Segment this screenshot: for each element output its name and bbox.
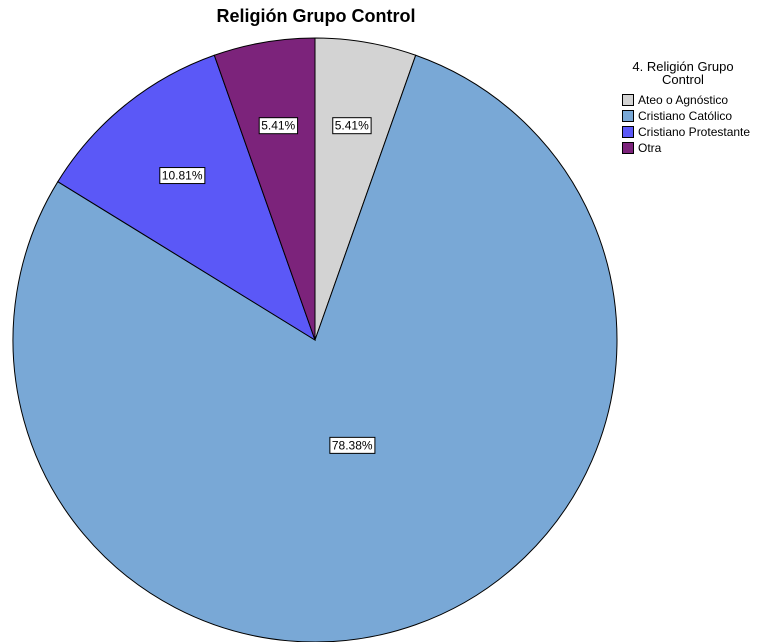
pie-data-labels: 5.41% 78.38% 10.81% 5.41%	[159, 117, 376, 454]
svg-text:10.81%: 10.81%	[162, 169, 203, 183]
data-label-otra: 5.41%	[258, 117, 299, 135]
pie-slice-cristiano-catolico	[12, 54, 618, 642]
legend-label: Cristiano Protestante	[638, 125, 751, 139]
legend-label: Cristiano Católico	[638, 109, 733, 123]
legend-title: 4. Religión Grupo Control	[632, 59, 734, 87]
pie-slice-cristiano-protestante	[57, 54, 316, 342]
pie-slices	[12, 37, 618, 642]
legend-item-cristiano-protestante: Cristiano Protestante	[622, 124, 772, 140]
chart-title: Religión Grupo Control	[216, 6, 416, 26]
data-label-cristiano-catolico: 78.38%	[329, 436, 376, 454]
data-label-cristiano-protestante: 10.81%	[159, 167, 206, 185]
legend-swatch	[622, 126, 634, 138]
data-label-ateo-o-agnostico: 5.41%	[332, 117, 372, 135]
pie-chart: 5.41% 78.38% 10.81% 5.41%	[12, 37, 618, 642]
legend-item-ateo-o-agnostico: Ateo o Agnóstico	[622, 92, 772, 108]
legend-swatch	[622, 110, 634, 122]
legend-items: Ateo o Agnóstico Cristiano Católico Cristi…	[622, 92, 772, 156]
svg-text:5.41%: 5.41%	[335, 119, 369, 133]
legend: 4. Religión Grupo Control Ateo o Agnóstic…	[622, 60, 772, 156]
legend-item-otra: Otra	[622, 140, 772, 156]
legend-label: Ateo o Agnóstico	[638, 93, 729, 107]
svg-text:5.41%: 5.41%	[261, 119, 295, 133]
legend-swatch	[622, 142, 634, 154]
pie-slice-otra	[213, 37, 316, 341]
legend-label: Otra	[638, 141, 662, 155]
legend-swatch	[622, 94, 634, 106]
svg-text:78.38%: 78.38%	[332, 438, 373, 452]
legend-item-cristiano-catolico: Cristiano Católico	[622, 108, 772, 124]
